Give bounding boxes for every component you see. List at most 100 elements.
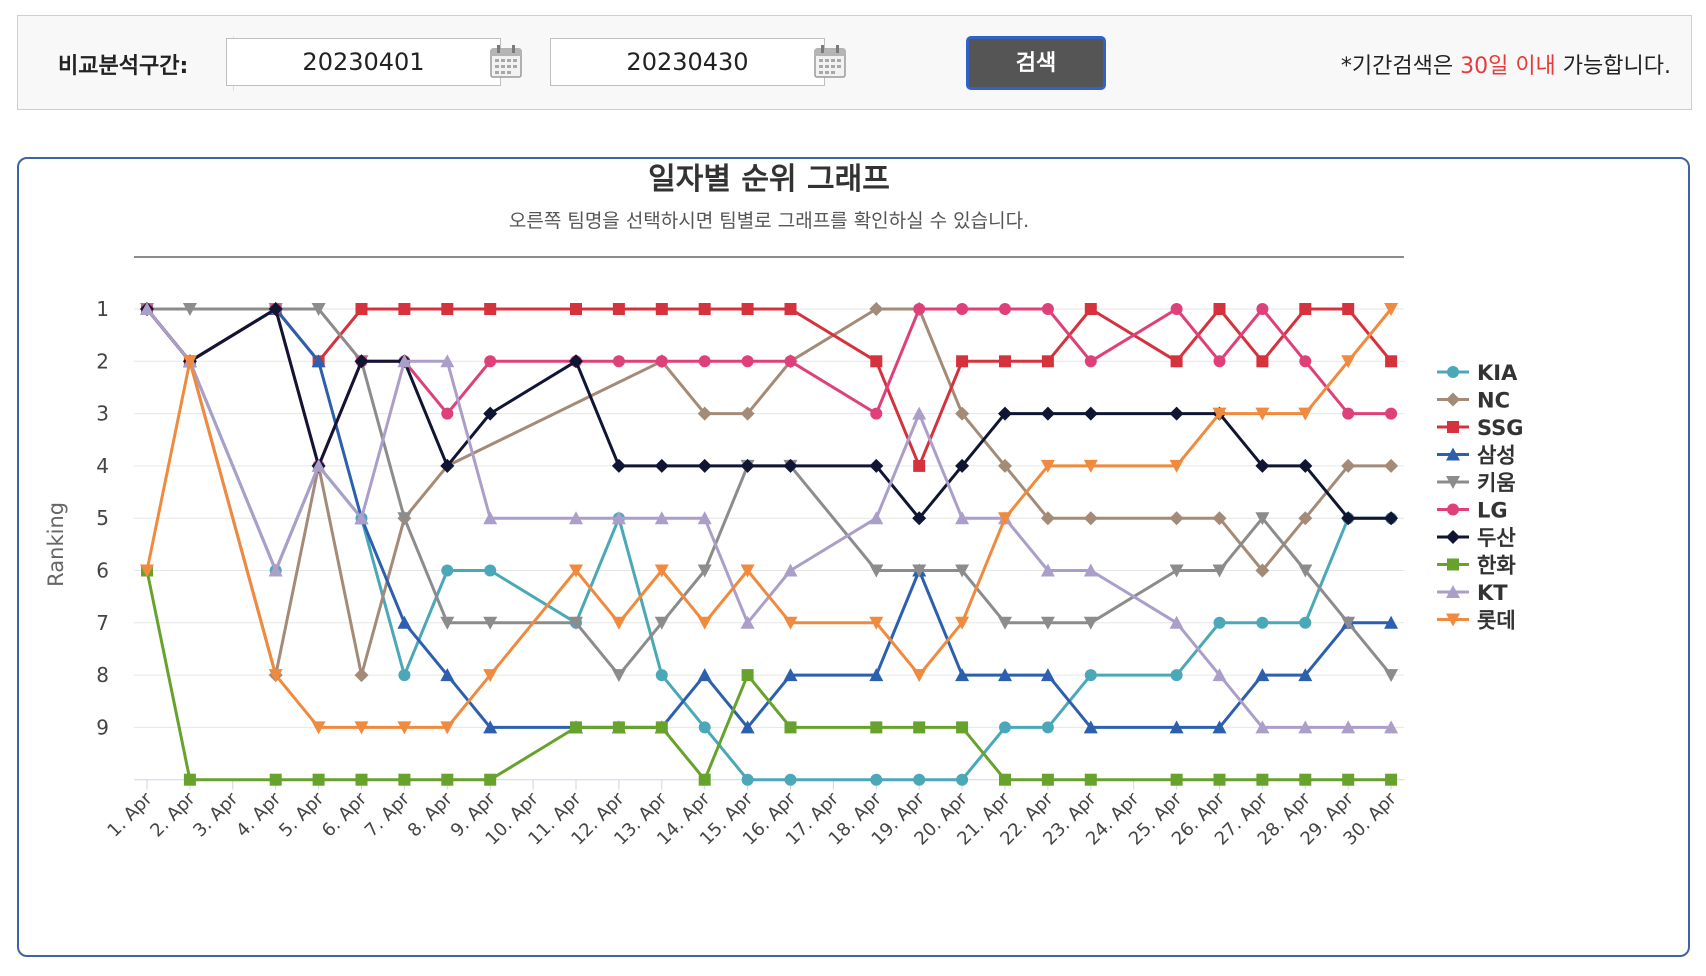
legend-marker [1447,366,1459,378]
data-point [354,668,369,683]
period-note: *기간검색은 30일 이내 가능합니다. [1341,48,1671,80]
legend-item[interactable]: 롯데 [1437,609,1516,633]
series-line [145,307,1392,520]
data-point [1256,773,1269,786]
data-point [1041,721,1054,734]
data-point [783,563,798,577]
data-point [612,303,625,315]
data-point [1212,564,1227,578]
data-point [182,303,197,316]
data-point [1256,355,1269,368]
x-tick-label: 8. Apr [404,788,457,841]
data-point [1084,669,1097,682]
data-point [140,302,154,315]
legend-item[interactable]: 두산 [1437,526,1516,550]
data-point [784,721,797,734]
data-point [740,615,755,629]
data-point [1084,355,1097,368]
series-롯데[interactable] [140,303,1399,735]
data-point [611,616,626,630]
data-point [740,406,755,421]
data-point [268,302,283,316]
note-prefix: *기간검색은 [1340,54,1461,79]
data-point [1170,355,1183,368]
series-line [145,307,1393,468]
data-point [484,303,497,315]
data-point [1041,773,1054,786]
x-tick-label: 4. Apr [232,788,285,841]
series-한화[interactable] [141,564,1398,786]
legend-item[interactable]: SSG [1437,416,1524,440]
data-point [955,458,970,473]
data-point [1170,303,1183,315]
data-point [783,458,798,473]
start-calendar-icon[interactable] [489,43,523,79]
data-point [1384,511,1399,526]
start-date-input[interactable] [226,38,501,86]
x-tick-label: 1. Apr [103,788,156,841]
data-point [1041,355,1054,368]
data-point [697,616,712,630]
chart-subtitle: 오른쪽 팀명을 선택하시면 팀별로 그래프를 확인하실 수 있습니다. [509,210,1029,232]
data-point [1341,458,1356,473]
series-line [145,307,1392,677]
chart-title: 일자별 순위 그래프 [648,162,890,197]
legend-marker [1446,447,1460,461]
data-point [611,458,626,473]
series-NC[interactable] [140,302,1399,683]
legend-item[interactable]: 한화 [1437,554,1516,578]
data-point [1083,459,1098,473]
data-point [484,564,497,577]
legend-marker [1447,558,1459,571]
data-point [654,564,669,578]
legend-item[interactable]: NC [1437,389,1510,413]
legend-label: KIA [1477,361,1518,385]
data-point [912,564,927,578]
legend-item[interactable]: KIA [1437,361,1518,385]
data-point [1170,773,1183,786]
data-point [1255,512,1270,526]
data-point [441,303,454,315]
data-point [354,721,369,735]
end-calendar-icon[interactable] [813,43,847,79]
data-point [1213,303,1226,315]
data-point [398,669,411,682]
search-button[interactable]: 검색 [966,36,1106,90]
legend-marker [1446,585,1460,598]
data-point [740,564,755,578]
data-point [483,669,498,683]
data-point [1083,406,1098,421]
data-point [1212,720,1227,734]
series-KIA[interactable] [141,303,1398,786]
data-point [784,773,797,786]
data-point [269,773,282,786]
x-tick-label: 6. Apr [318,788,371,841]
data-point [1256,616,1269,629]
legend-item[interactable]: 키움 [1437,471,1516,495]
search-bar: 비교분석구간: ~ 검색 *기간검색은 30일 이내 가능합니다. [17,15,1692,110]
y-tick-label: 8 [96,663,109,687]
legend-item[interactable]: 삼성 [1437,444,1516,468]
data-point [1342,303,1355,315]
data-point [1041,303,1054,315]
data-point [869,668,884,682]
data-point [1255,563,1270,578]
data-point [1385,407,1398,420]
legend-marker [1447,421,1459,433]
data-point [312,773,325,786]
data-point [182,355,197,369]
data-point [869,302,884,316]
data-point [1298,668,1313,682]
legend-item[interactable]: LG [1437,499,1508,523]
data-point [1298,720,1313,734]
data-point [655,721,668,734]
data-point [397,615,412,629]
data-point [1255,720,1270,734]
data-point [999,303,1011,315]
data-point [913,459,926,472]
end-date-input[interactable] [550,38,825,86]
series-line [145,570,1392,782]
legend-item[interactable]: KT [1437,581,1508,605]
data-point [311,303,326,316]
data-point [268,669,283,683]
